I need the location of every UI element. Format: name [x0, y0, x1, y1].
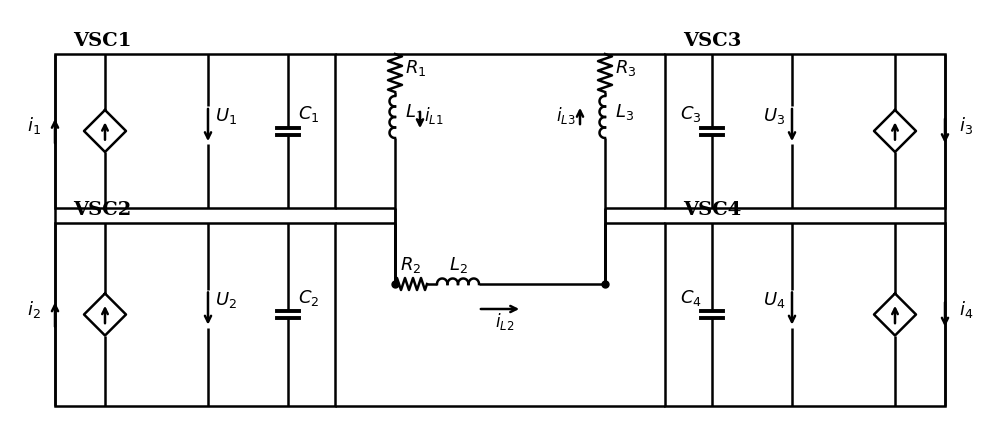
- Text: $R_1$: $R_1$: [405, 58, 426, 78]
- Bar: [665, 223, 945, 406]
- Text: VSC2: VSC2: [73, 201, 131, 219]
- Text: $C_1$: $C_1$: [298, 104, 319, 124]
- Text: $i_1$: $i_1$: [27, 115, 41, 136]
- Text: $R_3$: $R_3$: [615, 58, 636, 78]
- Text: $i_{L1}$: $i_{L1}$: [424, 105, 443, 126]
- Text: $C_3$: $C_3$: [680, 104, 702, 124]
- Text: VSC3: VSC3: [683, 32, 741, 50]
- Text: $U_3$: $U_3$: [763, 106, 785, 126]
- Text: $i_{L3}$: $i_{L3}$: [556, 105, 576, 126]
- Text: $C_4$: $C_4$: [680, 287, 702, 307]
- Text: $i_2$: $i_2$: [27, 299, 41, 320]
- Text: VSC1: VSC1: [73, 32, 132, 50]
- Text: $i_3$: $i_3$: [959, 115, 973, 136]
- Text: VSC4: VSC4: [683, 201, 741, 219]
- Text: $L_1$: $L_1$: [405, 102, 424, 122]
- Text: $L_2$: $L_2$: [449, 255, 467, 275]
- Text: $R_2$: $R_2$: [400, 255, 422, 275]
- Bar: [665, 54, 945, 208]
- Text: $U_1$: $U_1$: [215, 106, 237, 126]
- Text: $i_4$: $i_4$: [959, 299, 973, 320]
- Bar: [55, 223, 335, 406]
- Text: $i_{L2}$: $i_{L2}$: [495, 311, 515, 332]
- Bar: [55, 54, 335, 208]
- Text: $U_4$: $U_4$: [763, 290, 785, 310]
- Text: $L_3$: $L_3$: [615, 102, 634, 122]
- Text: $C_2$: $C_2$: [298, 287, 319, 307]
- Text: $U_2$: $U_2$: [215, 290, 237, 310]
